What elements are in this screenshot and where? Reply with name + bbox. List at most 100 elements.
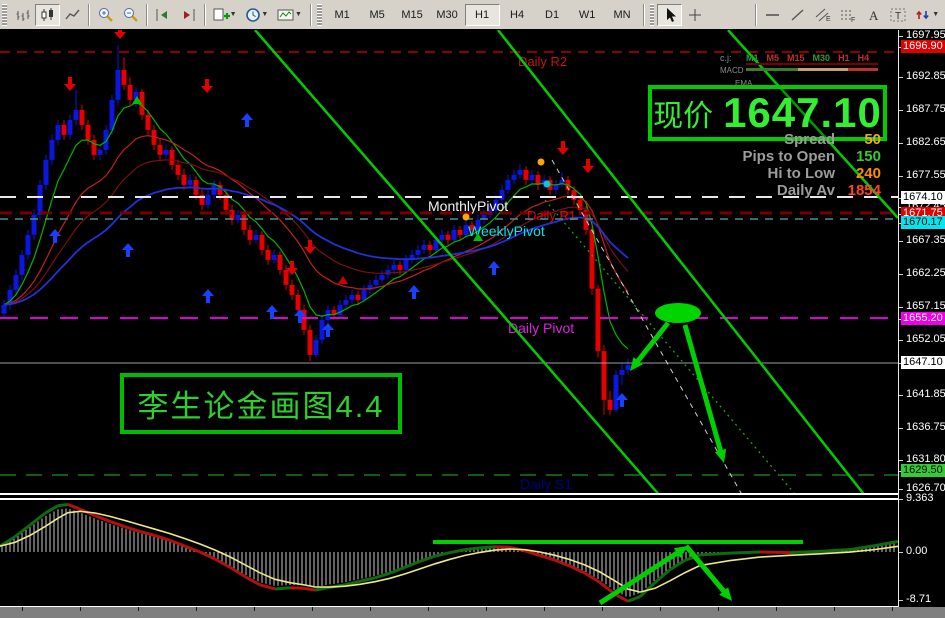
trend-line-button[interactable]	[785, 3, 811, 26]
dropdown-caret-icon: ▼	[932, 11, 940, 18]
axis-label: 1655.20	[901, 312, 945, 325]
text-button[interactable]: A	[860, 3, 886, 26]
ema-row-label: EMA	[735, 79, 753, 88]
info-row-daily-av: Daily Av 1854	[776, 182, 881, 199]
mini-tf-m1: M1	[746, 53, 759, 63]
line-chart-icon	[64, 7, 81, 23]
toolbar: ▼ ▼ ▼ M1 M5 M15 M30 H1 H4 D1 W1 MN E F A T ▼	[0, 0, 945, 30]
dropdown-caret-icon: ▼	[261, 11, 269, 18]
arrows-tool-button[interactable]: ▼	[910, 3, 945, 26]
axis-label: 1636.75	[906, 421, 945, 433]
timeframe-button-m1[interactable]: M1	[324, 3, 360, 26]
time-axis-separator	[0, 606, 945, 607]
info-row-spread: Spread 50	[784, 131, 881, 148]
horizontal-line-icon	[764, 7, 781, 23]
bar-chart-icon	[14, 7, 31, 23]
toolbar-grip[interactable]	[2, 3, 7, 26]
axis-label: 1697.95	[906, 29, 945, 41]
current-price-value: 1647.10	[723, 89, 882, 136]
text-icon: A	[865, 7, 881, 23]
timeframe-button-m30[interactable]: M30	[429, 3, 465, 26]
svg-text:Daily R2: Daily R2	[518, 54, 567, 69]
cursor-arrow-icon	[662, 7, 678, 23]
text-label-icon: T	[889, 7, 907, 23]
trend-line-icon	[789, 7, 806, 23]
axis-label: 1631.80	[906, 453, 945, 465]
axis-label: 1629.50	[901, 464, 945, 477]
timeframe-button-d1[interactable]: D1	[534, 3, 570, 26]
timeframe-button-h1[interactable]: H1	[464, 3, 500, 26]
auto-scroll-button[interactable]	[150, 3, 176, 26]
axis-label: 1682.65	[906, 136, 945, 148]
timeframe-button-mn[interactable]: MN	[604, 3, 640, 26]
axis-label: 1674.10	[901, 191, 945, 204]
zoom-out-button[interactable]	[117, 3, 143, 26]
horizontal-line-button[interactable]	[760, 3, 786, 26]
svg-text:WeeklyPivot: WeeklyPivot	[468, 223, 545, 239]
clock-icon	[245, 7, 261, 23]
dropdown-caret-icon: ▼	[229, 11, 237, 18]
timeframe-group: M1 M5 M15 M30 H1 H4 D1 W1 MN	[324, 3, 640, 26]
svg-text:T: T	[895, 11, 901, 22]
toolbar-grip[interactable]	[316, 3, 322, 26]
zoom-out-icon	[122, 7, 139, 23]
mini-timeframe-row: M1 M5 M15 M30 H1 H4	[746, 53, 869, 63]
zoom-in-icon	[97, 7, 114, 23]
timeframe-button-m15[interactable]: M15	[394, 3, 430, 26]
axis-label: -8.71	[906, 593, 932, 605]
macd-row-label: MACD	[720, 66, 744, 75]
bar-chart-button[interactable]	[9, 3, 35, 26]
zoom-in-button[interactable]	[92, 3, 118, 26]
watermark-box[interactable]: 李生论金画图4.4	[120, 373, 402, 434]
equidistant-channel-button[interactable]: E	[810, 3, 836, 26]
toolbar-grip[interactable]	[649, 3, 655, 26]
axis-label: 1657.15	[906, 300, 945, 312]
timeframe-button-m5[interactable]: M5	[359, 3, 395, 26]
auto-scroll-icon	[155, 7, 172, 23]
macd-indicator-window[interactable]	[0, 500, 898, 607]
indicators-button[interactable]: ▼	[274, 3, 307, 26]
svg-text:Daily Pivot: Daily Pivot	[508, 320, 574, 336]
fibonacci-button[interactable]: F	[835, 3, 861, 26]
axis-label: 1652.05	[906, 333, 945, 345]
chart-shift-button[interactable]	[175, 3, 201, 26]
new-order-button[interactable]: ▼	[208, 3, 242, 26]
periods-clock-button[interactable]: ▼	[241, 3, 275, 26]
mini-tf-m15: M15	[787, 53, 805, 63]
svg-text:Daily R1: Daily R1	[527, 208, 576, 223]
candlestick-chart-button[interactable]	[34, 3, 60, 26]
axis-label: 9.363	[906, 492, 934, 504]
time-axis[interactable]	[0, 607, 945, 618]
svg-text:MonthlyPivot: MonthlyPivot	[428, 198, 508, 214]
timeframe-button-h4[interactable]: H4	[499, 3, 535, 26]
axis-label: 1662.25	[906, 267, 945, 279]
market-info-panel: Spread 50 Pips to Open 150 Hi to Low 240 Daily…	[742, 131, 881, 199]
chart-shift-icon	[180, 7, 197, 23]
price-axis[interactable]: 1697.95 1696.90 1692.85 1687.75 1682.65 1677.…	[898, 29, 945, 607]
crosshair-button[interactable]	[682, 3, 708, 26]
watermark-text: 李生论金画图4.4	[137, 389, 385, 424]
text-label-button[interactable]: T	[885, 3, 911, 26]
fibonacci-icon: F	[839, 7, 857, 23]
dropdown-caret-icon: ▼	[295, 11, 302, 18]
mini-tf-h1: H1	[838, 53, 850, 63]
new-order-icon	[212, 7, 230, 23]
axis-label: 1670.17	[901, 216, 945, 229]
line-chart-button[interactable]	[59, 3, 85, 26]
timeframe-button-w1[interactable]: W1	[569, 3, 605, 26]
current-price-box[interactable]: 现价 1647.10	[648, 85, 887, 141]
info-row-hi-to-low: Hi to Low 240	[767, 165, 882, 182]
candlestick-icon	[39, 7, 56, 23]
info-row-pips-to-open: Pips to Open 150	[742, 148, 881, 165]
arrows-icon	[914, 7, 932, 23]
axis-label: 1641.85	[906, 388, 945, 400]
axis-label: 1677.55	[906, 169, 945, 181]
mini-panel-prefix: c.j:	[720, 53, 732, 63]
cursor-button[interactable]	[657, 3, 683, 26]
svg-text:Daily S1: Daily S1	[520, 476, 572, 492]
macd-strength-strip	[746, 68, 878, 71]
indicators-icon	[277, 7, 295, 23]
window-separator[interactable]	[0, 493, 898, 495]
